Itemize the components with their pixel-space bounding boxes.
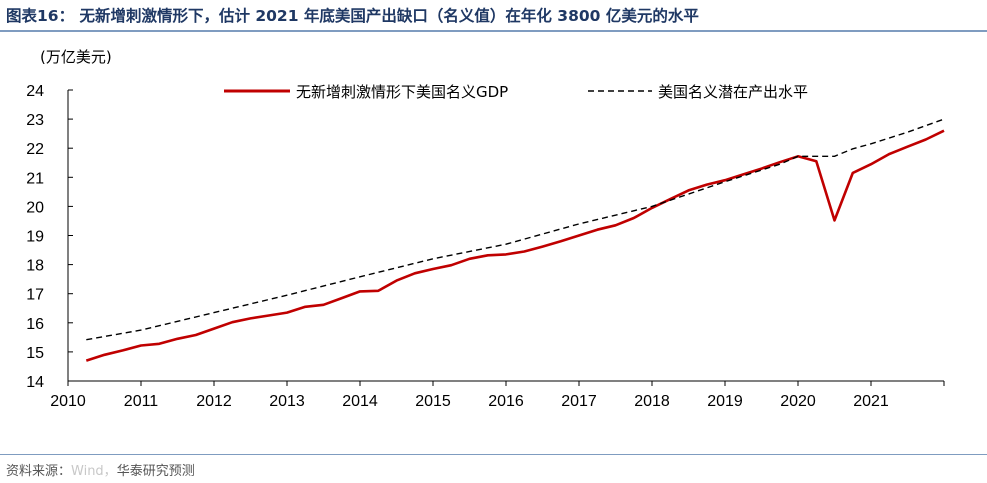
source-rest: 华泰研究预测 xyxy=(116,464,195,479)
y-tick-label: 21 xyxy=(26,170,44,187)
x-tick-label: 2010 xyxy=(50,393,86,410)
x-tick-label: 2014 xyxy=(342,393,378,410)
series-line-gdp xyxy=(85,129,945,362)
y-tick-label: 24 xyxy=(26,83,44,100)
title-bar: 图表16： 无新增刺激情形下，估计 2021 年底美国产出缺口（名义值）在年化 … xyxy=(0,0,987,30)
y-tick-label: 15 xyxy=(26,345,44,362)
chart-title: 图表16： 无新增刺激情形下，估计 2021 年底美国产出缺口（名义值）在年化 … xyxy=(6,7,699,25)
source-note: 资料来源：Wind，华泰研究预测 xyxy=(6,460,195,479)
x-tick-label: 2021 xyxy=(853,393,889,410)
x-tick-label: 2011 xyxy=(124,393,159,410)
x-tick-label: 2018 xyxy=(634,393,670,410)
x-tick-label: 2012 xyxy=(196,393,232,410)
x-tick-label: 2019 xyxy=(707,393,743,410)
legend-label-gdp: 无新增刺激情形下美国名义GDP xyxy=(296,83,508,101)
source-prefix: 资料来源： xyxy=(6,464,72,479)
x-tick-label: 2016 xyxy=(488,393,524,410)
footer-divider xyxy=(0,454,987,455)
legend-label-potential-output: 美国名义潜在产出水平 xyxy=(658,83,808,101)
x-tick-label: 2017 xyxy=(561,393,597,410)
y-tick-label: 20 xyxy=(26,199,44,216)
y-tick-label: 17 xyxy=(26,287,44,304)
y-tick-label: 18 xyxy=(26,258,44,275)
y-tick-label: 22 xyxy=(26,141,44,158)
title-divider xyxy=(0,30,987,32)
y-tick-label: 16 xyxy=(26,316,44,333)
x-tick-label: 2020 xyxy=(780,393,816,410)
y-tick-label: 23 xyxy=(26,112,44,129)
y-tick-label: 14 xyxy=(26,374,44,391)
series-line-potential-output xyxy=(86,118,945,341)
source-faded: Wind， xyxy=(71,464,117,479)
x-tick-label: 2015 xyxy=(415,393,451,410)
y-tick-label: 19 xyxy=(26,229,44,246)
y-unit-label: (万亿美元) xyxy=(40,48,112,66)
x-tick-label: 2013 xyxy=(269,393,305,410)
